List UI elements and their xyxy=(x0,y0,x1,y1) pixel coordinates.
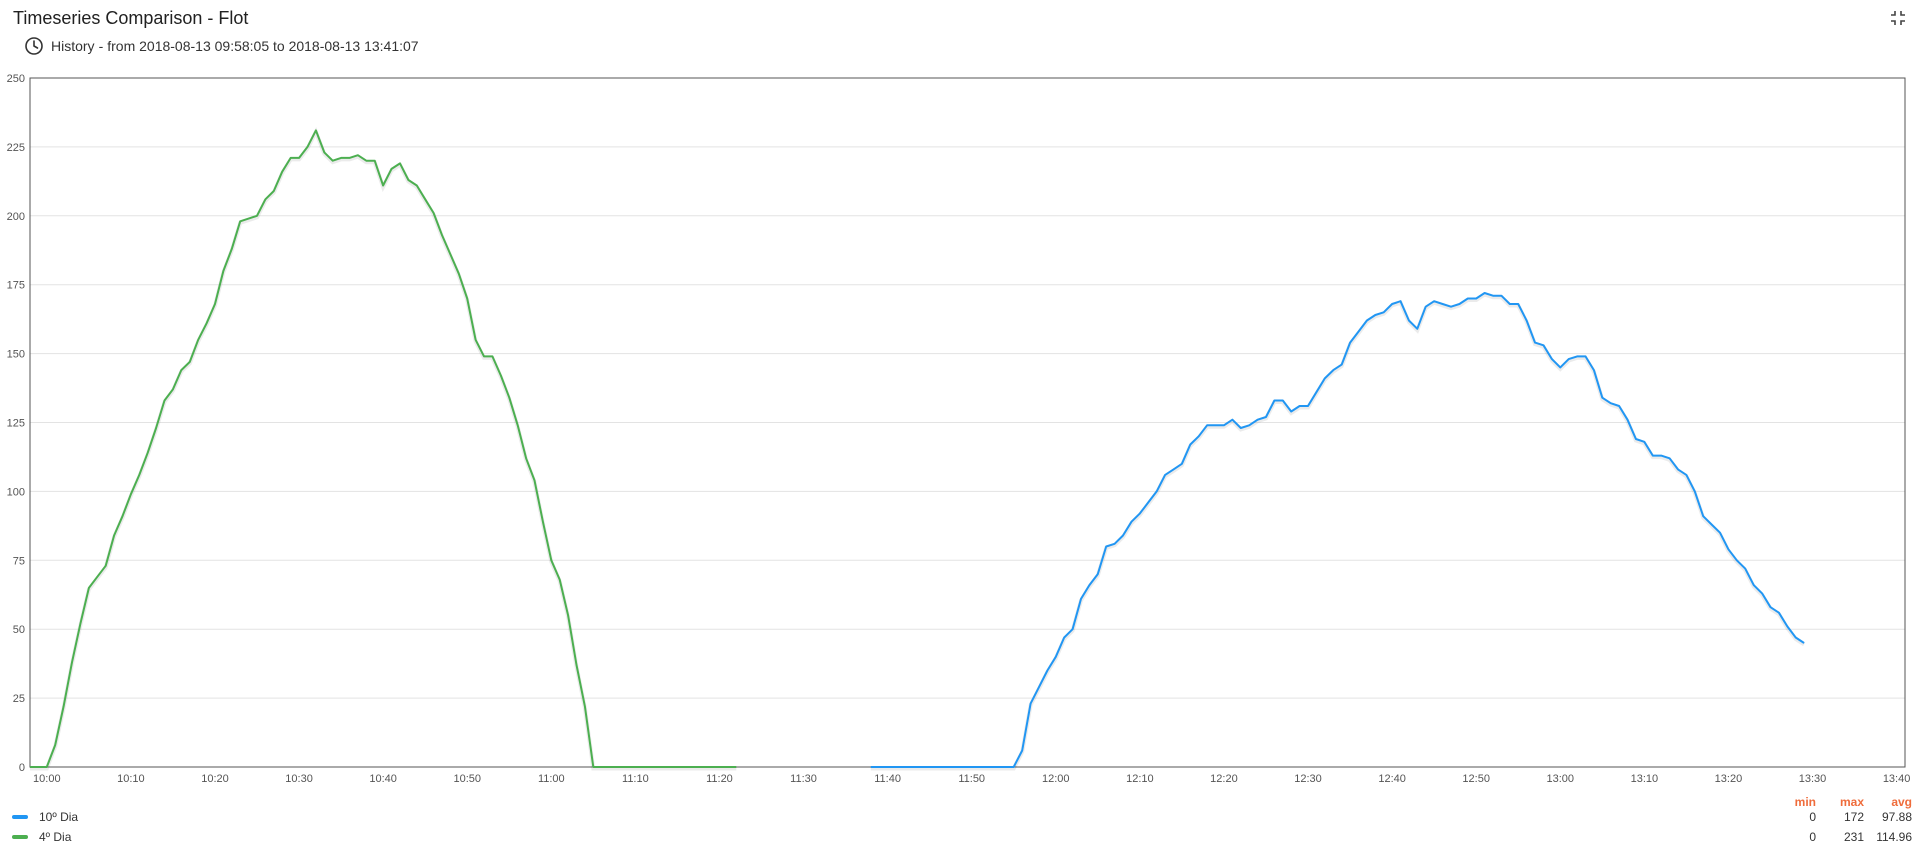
x-tick-label: 12:50 xyxy=(1462,773,1490,785)
x-tick-label: 12:10 xyxy=(1126,773,1154,785)
x-tick-label: 12:30 xyxy=(1294,773,1322,785)
y-tick-label: 175 xyxy=(7,280,25,292)
series-shadow xyxy=(30,126,737,771)
y-tick-label: 0 xyxy=(19,762,25,774)
y-tick-label: 225 xyxy=(7,142,25,154)
legend-swatch-10-dia xyxy=(12,815,28,819)
legend-avg: 114.96 xyxy=(1876,830,1912,844)
x-tick-label: 11:40 xyxy=(874,773,901,785)
series-lines xyxy=(30,126,1806,771)
x-tick-label: 13:30 xyxy=(1799,773,1827,785)
y-tick-label: 25 xyxy=(13,693,25,705)
legend-name: 10º Dia xyxy=(39,810,79,824)
series-line xyxy=(30,129,737,768)
widget-title: Timeseries Comparison - Flot xyxy=(13,8,249,28)
clock-icon xyxy=(25,37,43,55)
legend-header-max: max xyxy=(1839,795,1864,809)
y-tick-label: 100 xyxy=(7,486,25,498)
y-tick-label: 200 xyxy=(7,211,25,223)
x-tick-label: 13:10 xyxy=(1631,773,1659,785)
x-tick-label: 13:40 xyxy=(1883,773,1911,785)
x-tick-label: 10:40 xyxy=(369,773,397,785)
y-tick-label: 250 xyxy=(7,73,25,85)
x-tick-label: 11:30 xyxy=(790,773,817,785)
legend-swatch-4-dia xyxy=(12,835,28,839)
x-tick-label: 10:10 xyxy=(117,773,145,785)
x-tick-label: 13:20 xyxy=(1715,773,1743,785)
history-separator: - xyxy=(98,38,104,54)
x-tick-label: 10:30 xyxy=(285,773,313,785)
series-line xyxy=(870,292,1805,768)
legend-max: 172 xyxy=(1843,810,1864,824)
legend-row-4-dia[interactable]: 4º Dia 0 231 114.96 xyxy=(12,827,1912,847)
x-tick-label: 12:40 xyxy=(1378,773,1406,785)
x-tick-label: 12:00 xyxy=(1042,773,1070,785)
fullscreen-exit-icon[interactable] xyxy=(1890,10,1906,26)
legend-header: min max avg xyxy=(1768,795,1912,809)
y-tick-label: 125 xyxy=(7,418,25,430)
x-tick-label: 10:50 xyxy=(453,773,481,785)
history-range: from 2018-08-13 09:58:05 to 2018-08-13 1… xyxy=(107,38,419,54)
y-tick-label: 150 xyxy=(7,349,25,361)
series-shadow xyxy=(870,292,1806,771)
legend-header-avg: avg xyxy=(1891,795,1912,809)
chart-grid xyxy=(30,77,1905,768)
legend-avg: 97.88 xyxy=(1881,810,1912,824)
legend-name: 4º Dia xyxy=(39,830,72,844)
y-tick-label: 75 xyxy=(13,555,25,567)
legend-min: 0 xyxy=(1809,810,1816,824)
x-tick-label: 11:10 xyxy=(622,773,649,785)
x-tick-label: 11:20 xyxy=(706,773,733,785)
x-tick-label: 13:00 xyxy=(1547,773,1575,785)
legend-row-10-dia[interactable]: 10º Dia 0 172 97.88 xyxy=(12,807,1912,827)
legend-header-min: min xyxy=(1794,795,1816,809)
x-tick-label: 11:00 xyxy=(538,773,565,785)
history-label: History xyxy=(51,38,95,54)
y-tick-label: 50 xyxy=(13,624,25,636)
x-tick-label: 10:00 xyxy=(33,773,61,785)
x-tick-label: 12:20 xyxy=(1210,773,1238,785)
history-subtitle: History - from 2018-08-13 09:58:05 to 20… xyxy=(24,36,419,56)
x-tick-label: 10:20 xyxy=(201,773,229,785)
x-axis-ticks: 10:00 10:10 10:20 10:30 10:40 10:50 11:00 11:10… xyxy=(33,773,1910,785)
legend-max: 231 xyxy=(1843,830,1864,844)
x-tick-label: 11:50 xyxy=(958,773,985,785)
legend-min: 0 xyxy=(1809,830,1816,844)
y-axis-ticks: 0 25 50 75 100 125 150 175 200 225 250 xyxy=(7,73,25,774)
